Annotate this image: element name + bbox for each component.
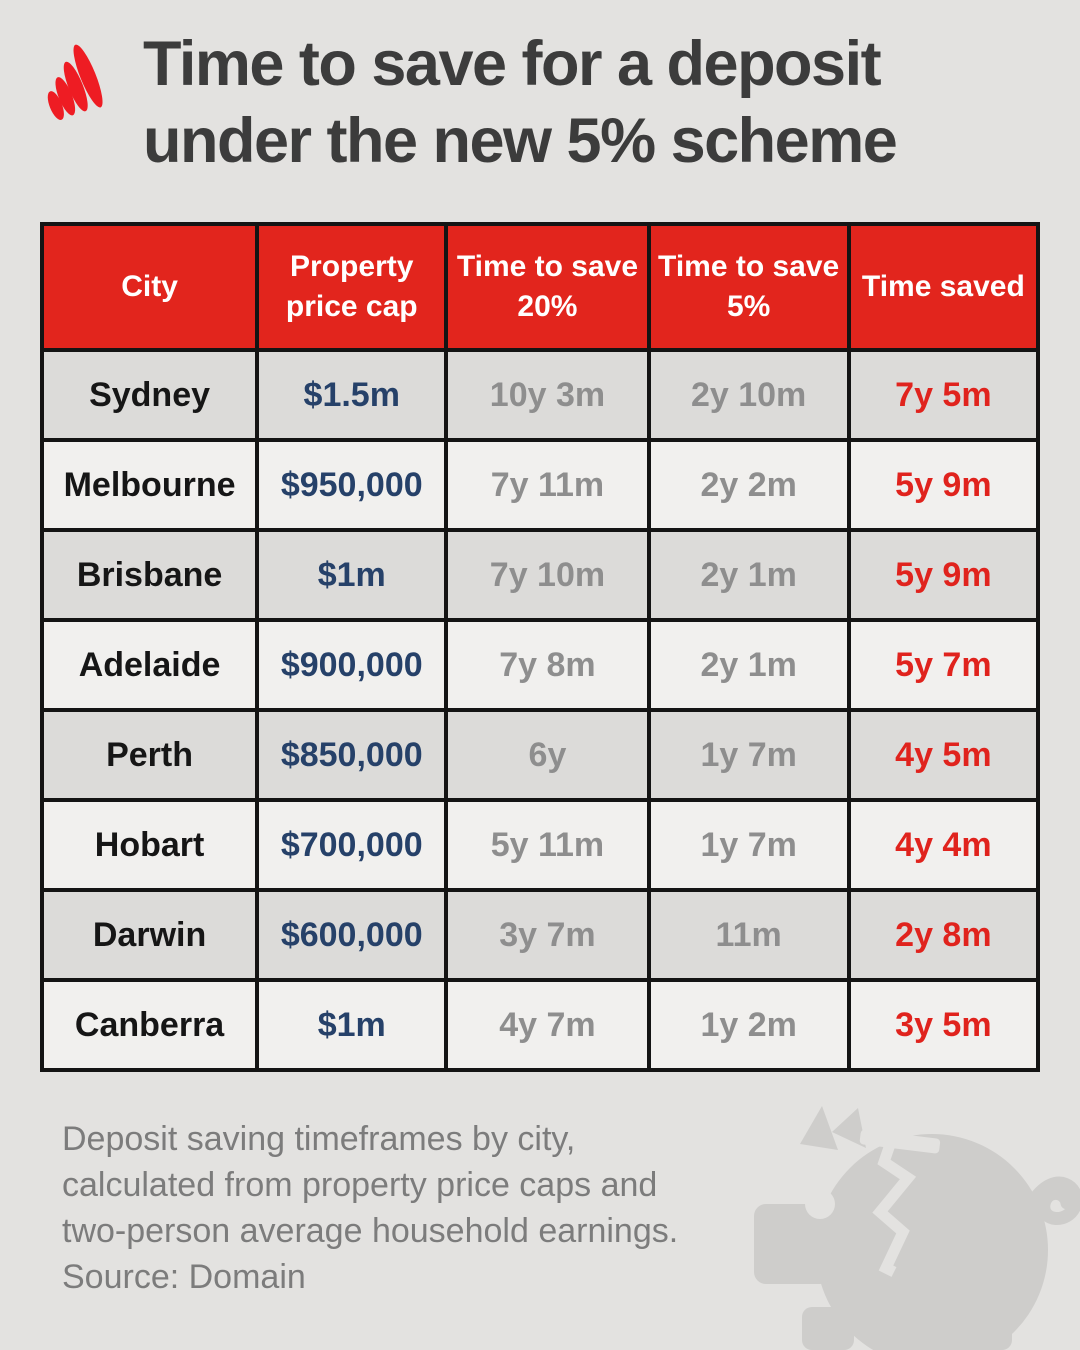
table-row: Adelaide $900,000 7y 8m 2y 1m 5y 7m <box>39 618 1041 712</box>
price-cap-cell: $700,000 <box>255 798 449 892</box>
time-5-cell: 2y 10m <box>646 348 851 442</box>
time-20-cell: 5y 11m <box>444 798 651 892</box>
source-line: Source: Domain <box>62 1258 306 1296</box>
price-cap-cell: $1m <box>255 528 449 622</box>
time-saved-cell: 5y 9m <box>846 438 1041 532</box>
table-row: Perth $850,000 6y 1y 7m 4y 5m <box>39 708 1041 802</box>
time-20-cell: 7y 10m <box>444 528 651 622</box>
time-5-cell: 11m <box>646 888 851 982</box>
time-5-cell: 2y 2m <box>646 438 851 532</box>
city-cell: Melbourne <box>39 438 260 532</box>
caption-line: calculated from property price caps and <box>62 1166 658 1204</box>
piggy-bank-icon <box>754 1106 1080 1350</box>
price-cap-cell: $900,000 <box>255 618 449 712</box>
time-saved-cell: 3y 5m <box>846 978 1041 1072</box>
time-5-cell: 2y 1m <box>646 528 851 622</box>
city-cell: Sydney <box>39 348 260 442</box>
city-cell: Canberra <box>39 978 260 1072</box>
price-cap-cell: $600,000 <box>255 888 449 982</box>
city-cell: Hobart <box>39 798 260 892</box>
table-row: Hobart $700,000 5y 11m 1y 7m 4y 4m <box>39 798 1041 892</box>
city-cell: Darwin <box>39 888 260 982</box>
city-cell: Adelaide <box>39 618 260 712</box>
sbs-logo-icon <box>47 44 103 120</box>
column-header-city: City <box>39 222 260 352</box>
time-20-cell: 7y 8m <box>444 618 651 712</box>
caption-line: Deposit saving timeframes by city, <box>62 1120 576 1158</box>
table-header-row: City Property price cap Time to save 20%… <box>39 222 1041 352</box>
time-5-cell: 1y 2m <box>646 978 851 1072</box>
price-cap-cell: $1.5m <box>255 348 449 442</box>
time-saved-cell: 5y 9m <box>846 528 1041 622</box>
table-row: Sydney $1.5m 10y 3m 2y 10m 7y 5m <box>39 348 1041 442</box>
page-title-line1: Time to save for a deposit <box>143 29 882 99</box>
time-saved-cell: 4y 5m <box>846 708 1041 802</box>
time-5-cell: 2y 1m <box>646 618 851 712</box>
time-5-cell: 1y 7m <box>646 798 851 892</box>
time-saved-cell: 2y 8m <box>846 888 1041 982</box>
time-20-cell: 7y 11m <box>444 438 651 532</box>
time-20-cell: 10y 3m <box>444 348 651 442</box>
table-row: Melbourne $950,000 7y 11m 2y 2m 5y 9m <box>39 438 1041 532</box>
column-header-time-20: Time to save 20% <box>444 222 651 352</box>
column-header-time-5: Time to save 5% <box>646 222 851 352</box>
table-row: Canberra $1m 4y 7m 1y 2m 3y 5m <box>39 978 1041 1072</box>
table-row: Darwin $600,000 3y 7m 11m 2y 8m <box>39 888 1041 982</box>
caption-line: two-person average household earnings. <box>62 1212 679 1250</box>
deposit-table: City Property price cap Time to save 20%… <box>39 222 1041 1072</box>
time-saved-cell: 7y 5m <box>846 348 1041 442</box>
page-title: Time to save for a deposit under the new… <box>143 26 1043 180</box>
time-saved-cell: 4y 4m <box>846 798 1041 892</box>
price-cap-cell: $950,000 <box>255 438 449 532</box>
column-header-price-cap: Property price cap <box>255 222 449 352</box>
page-title-line2: under the new 5% scheme <box>143 106 898 176</box>
time-20-cell: 3y 7m <box>444 888 651 982</box>
time-saved-cell: 5y 7m <box>846 618 1041 712</box>
price-cap-cell: $1m <box>255 978 449 1072</box>
table-row: Brisbane $1m 7y 10m 2y 1m 5y 9m <box>39 528 1041 622</box>
time-5-cell: 1y 7m <box>646 708 851 802</box>
time-20-cell: 6y <box>444 708 651 802</box>
city-cell: Perth <box>39 708 260 802</box>
time-20-cell: 4y 7m <box>444 978 651 1072</box>
caption: Deposit saving timeframes by city, calcu… <box>62 1116 722 1300</box>
city-cell: Brisbane <box>39 528 260 622</box>
price-cap-cell: $850,000 <box>255 708 449 802</box>
column-header-time-saved: Time saved <box>846 222 1041 352</box>
